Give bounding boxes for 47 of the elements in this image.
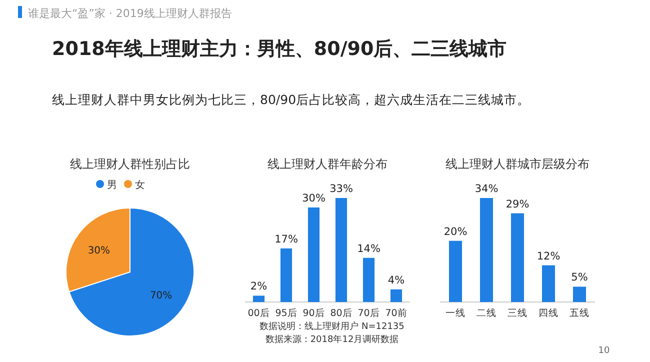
data-label: 20% [444, 226, 468, 238]
x-tick-label: 五线 [570, 307, 590, 319]
chart-title: 线上理财人群性别占比 [70, 157, 190, 171]
source-note: 数据来源：2018年12月调研数据 [265, 334, 399, 345]
x-tick-label: 70后 [358, 307, 380, 319]
data-label: 29% [506, 198, 530, 210]
data-label: 33% [330, 183, 353, 195]
data-label: 2% [250, 280, 268, 293]
bar [308, 207, 320, 302]
legend-label: 男 [107, 180, 117, 191]
data-label: 12% [536, 250, 560, 262]
text: 10 [598, 346, 610, 356]
x-tick-label: 80后 [330, 307, 352, 319]
chart-title: 线上理财人群年龄分布 [268, 157, 388, 171]
data-label: 34% [474, 183, 498, 195]
text: 2018年线上理财主力：男性、80/90后、二三线城市 [52, 38, 507, 60]
bar [510, 213, 524, 302]
bar [390, 289, 402, 302]
data-label: 17% [274, 233, 298, 246]
data-label: 30% [302, 192, 326, 204]
bar [480, 198, 494, 302]
bar [572, 286, 586, 302]
text: 线上理财人群中男女比例为七比三，80/90后占比较高，超六成生活在二三线城市。 [52, 92, 530, 107]
data-label: 30% [88, 245, 110, 256]
x-tick-label: 90后 [302, 307, 325, 319]
x-tick-label: 95后 [275, 307, 298, 319]
x-tick-label: 70前 [385, 307, 408, 319]
bar [542, 265, 556, 302]
bar [362, 258, 375, 302]
bar [280, 248, 292, 302]
pie-slice [68, 208, 194, 336]
x-tick-label: 一线 [446, 307, 466, 319]
legend-label: 女 [135, 179, 145, 191]
text: 谁是最大“盈”家 · 2019线上理财人群报告 [28, 7, 232, 20]
x-tick-label: 00后 [248, 307, 270, 319]
data-label: 4% [388, 274, 405, 286]
x-tick-label: 二线 [476, 307, 496, 319]
x-tick-label: 四线 [538, 307, 558, 319]
x-tick-label: 三线 [508, 307, 528, 319]
data-label: 14% [357, 242, 380, 255]
data-label: 70% [150, 290, 172, 302]
chart-title: 线上理财人群城市层级分布 [446, 157, 590, 171]
bar [448, 240, 462, 302]
text: 数据说明：线上理财用户 N=12135 [260, 321, 404, 332]
bar [252, 296, 265, 302]
bar [335, 198, 348, 302]
data-label: 5% [571, 272, 588, 284]
